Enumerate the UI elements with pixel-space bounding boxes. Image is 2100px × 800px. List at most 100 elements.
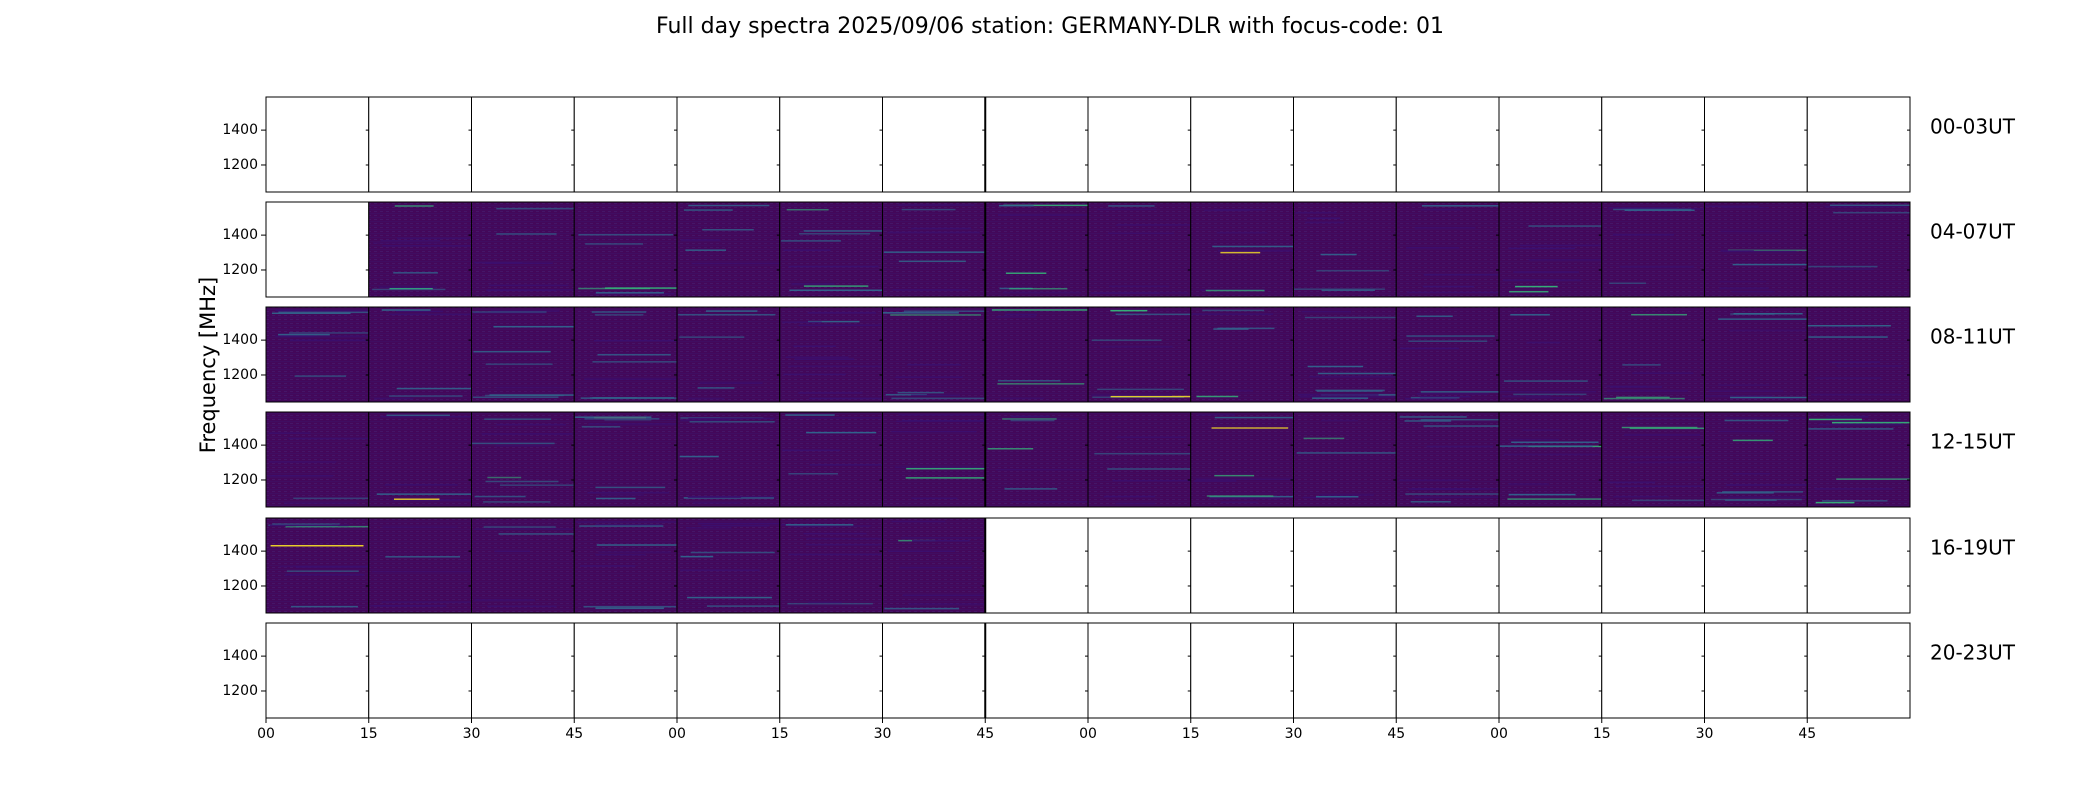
spectrum-panel [1293, 517, 1397, 614]
interference-line [898, 260, 966, 263]
spectrum-heatmap [266, 307, 369, 402]
x-tick-label: 45 [565, 726, 583, 742]
interference-line [1297, 394, 1379, 396]
spectrum-panel [471, 306, 575, 403]
spectrum-panel [1601, 306, 1705, 403]
interference-line [1718, 384, 1770, 386]
interference-line [596, 544, 677, 546]
interference-line [1503, 380, 1588, 382]
interference-line [1808, 428, 1894, 430]
interference-line [680, 239, 721, 241]
interference-line [578, 287, 651, 290]
spectrum-panel [779, 411, 883, 508]
interference-line [1733, 312, 1803, 315]
interference-line [284, 502, 358, 504]
row-time-label: 08-11UT [1930, 325, 2016, 349]
interference-line [592, 361, 677, 363]
interference-line [1107, 468, 1191, 470]
interference-line [1420, 418, 1499, 421]
spectrum-panel [368, 96, 472, 193]
interference-line [495, 444, 551, 447]
interference-line [1815, 377, 1882, 379]
interference-line [372, 242, 452, 244]
spectrum-panel [1087, 517, 1192, 614]
interference-line [369, 605, 431, 607]
interference-line [585, 243, 644, 245]
x-tick-label: 00 [1079, 726, 1097, 742]
x-tick-label: 15 [1182, 726, 1200, 742]
spectrum-panel [676, 201, 781, 298]
interference-line [1406, 246, 1460, 249]
spectrum-heatmap [1088, 202, 1191, 297]
interference-line [680, 555, 714, 558]
empty-panel [1396, 518, 1499, 613]
interference-line [807, 601, 842, 604]
spectrum-panel [984, 517, 1089, 614]
spectrum-heatmap [677, 307, 780, 402]
interference-line [683, 209, 733, 211]
row-time-label: 04-07UT [1930, 220, 2016, 244]
interference-line [1513, 393, 1587, 396]
spectrum-panel [1704, 96, 1808, 193]
interference-line [788, 472, 838, 475]
interference-line [596, 497, 636, 500]
interference-line [1116, 436, 1187, 438]
spectrum-heatmap [677, 412, 780, 507]
spectrum-heatmap [471, 518, 575, 613]
interference-line [493, 325, 575, 328]
interference-line [788, 265, 879, 268]
interference-line [288, 437, 369, 440]
interference-line [487, 605, 557, 608]
spectrum-panel [471, 411, 575, 508]
interference-line [382, 526, 458, 528]
interference-line [1408, 340, 1488, 342]
spectrum-panel [779, 622, 883, 719]
interference-line [794, 525, 871, 527]
x-tick-label: 45 [1387, 726, 1405, 742]
interference-line [805, 543, 883, 546]
interference-line [1519, 244, 1602, 247]
interference-line [908, 603, 986, 605]
interference-line [593, 339, 677, 342]
interference-line [1404, 397, 1457, 400]
spectrum-panel [1087, 96, 1192, 193]
empty-panel [1293, 518, 1397, 613]
spectrum-panel [1806, 306, 1911, 403]
y-tick-label: 1400 [222, 543, 258, 559]
interference-line [371, 570, 472, 573]
interference-line [987, 447, 1034, 450]
interference-line [1407, 291, 1499, 294]
x-tick-label: 15 [1593, 726, 1611, 742]
interference-line [1720, 250, 1754, 252]
interference-line [705, 310, 758, 312]
interference-line [1808, 336, 1888, 338]
interference-line [892, 289, 969, 291]
interference-line [584, 378, 677, 380]
spectrum-heatmap [471, 307, 575, 402]
spectrum-panel [1087, 201, 1192, 298]
interference-line [1116, 224, 1191, 226]
x-tick-label: 30 [874, 726, 892, 742]
spectrum-panel [779, 517, 883, 614]
interference-line [485, 363, 553, 365]
interference-line [1613, 208, 1692, 211]
interference-line [885, 394, 927, 396]
spectrum-panel [1190, 411, 1294, 508]
interference-line [996, 316, 1036, 318]
interference-line [496, 207, 575, 210]
spectrum-panel [1087, 411, 1192, 508]
empty-panel [1807, 518, 1910, 613]
interference-line [583, 605, 676, 608]
interference-line [1108, 205, 1155, 207]
spectrum-panel [573, 306, 678, 403]
interference-line [597, 353, 671, 356]
interference-line [1502, 279, 1582, 281]
interference-line [1814, 488, 1893, 490]
empty-panel [1293, 97, 1397, 192]
interference-line [380, 415, 472, 418]
interference-line [991, 309, 1088, 311]
spectrum-panel [1601, 622, 1705, 719]
panel-frame [1806, 201, 1911, 298]
interference-line [1732, 472, 1771, 475]
interference-line [898, 414, 986, 416]
